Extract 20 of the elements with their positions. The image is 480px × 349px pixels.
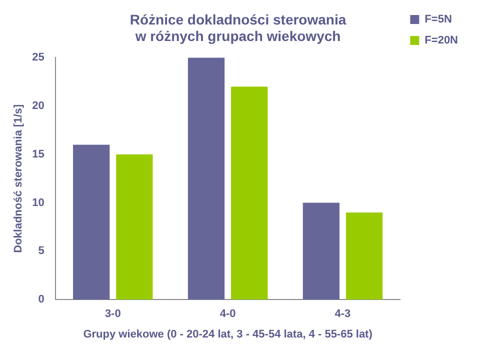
x-tick-label: 4-3 bbox=[334, 308, 351, 320]
bar bbox=[73, 144, 110, 300]
x-tick-label: 4-0 bbox=[220, 308, 236, 320]
legend-label: F=20N bbox=[424, 34, 458, 47]
legend-label: F=5N bbox=[424, 14, 452, 26]
y-tick-label: 15 bbox=[32, 148, 44, 160]
chart-title: Różnice dokladności sterowania w różnych grupach wiekowych bbox=[130, 11, 346, 44]
bar bbox=[231, 86, 268, 300]
y-tick-label: 25 bbox=[32, 52, 44, 64]
y-tick-label: 5 bbox=[38, 245, 44, 258]
x-axis-title: Grupy wiekowe (0 - 20-24 lat, 3 - 45-54 lata, 4 - 55-65 lat) bbox=[83, 328, 373, 340]
bar bbox=[346, 212, 383, 300]
y-tick-label: 0 bbox=[38, 294, 44, 306]
bar bbox=[116, 154, 153, 300]
y-tick-label: 20 bbox=[32, 100, 44, 112]
y-axis-title: Dokladność sterowania [1/s] bbox=[12, 104, 25, 253]
bar bbox=[302, 202, 340, 300]
y-tick-label: 10 bbox=[32, 196, 44, 209]
bar bbox=[188, 58, 225, 300]
x-tick-label: 3-0 bbox=[104, 308, 121, 320]
